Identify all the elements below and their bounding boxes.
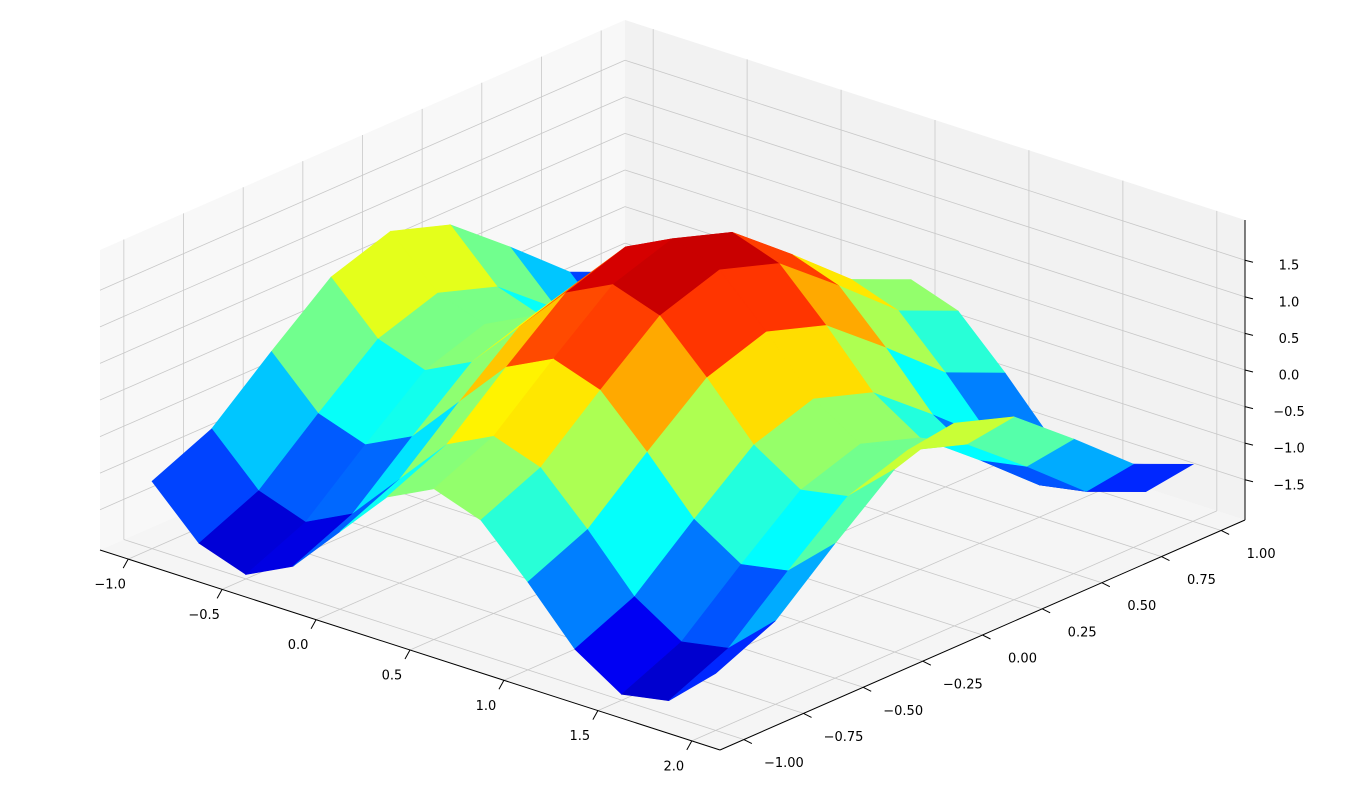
z-tick-label: −0.5 [1273, 405, 1305, 420]
y-tick-label: 0.00 [1008, 652, 1037, 667]
y-tick [1101, 582, 1111, 588]
y-tick-label: −0.25 [943, 678, 983, 693]
grid-line [624, 59, 1246, 261]
y-tick [1041, 608, 1051, 614]
y-tick-label: 0.50 [1127, 599, 1156, 614]
z-tick-label: 0.0 [1279, 369, 1300, 384]
z-tick-label: −1.0 [1273, 442, 1305, 457]
surface-patch [668, 620, 776, 701]
z-tick-label: 1.5 [1279, 259, 1300, 274]
z-tick-label: −1.5 [1273, 478, 1305, 493]
y-tick [1220, 530, 1230, 535]
y-tick-label: −0.75 [824, 730, 864, 745]
grid-line [123, 539, 744, 740]
z-tick-label: 1.0 [1279, 295, 1300, 310]
x-tick-label: 1.0 [476, 699, 497, 714]
y-tick-label: 0.25 [1068, 625, 1097, 640]
z-tick-label: 0.5 [1279, 332, 1300, 347]
x-tick-label: 0.5 [382, 669, 403, 684]
x-tick [686, 740, 693, 751]
y-tick [922, 660, 932, 666]
z-tick [1244, 332, 1254, 336]
grid-line [99, 59, 626, 291]
y-axis [719, 519, 1246, 751]
y-tick [743, 739, 753, 744]
x-tick-label: 2.0 [663, 759, 684, 774]
x-tick [498, 680, 505, 690]
z-tick [1244, 369, 1254, 373]
y-tick-label: 0.75 [1187, 573, 1216, 588]
x-tick [592, 710, 599, 720]
y-tick [982, 634, 991, 640]
grid-line [624, 96, 1246, 298]
z-tick [1244, 296, 1254, 300]
y-tick-label: −1.00 [764, 756, 804, 771]
y-tick [862, 686, 872, 692]
x-tick [122, 558, 129, 569]
x-tick-label: 0.0 [288, 638, 309, 653]
y-tick-label: −0.50 [883, 704, 923, 719]
y-tick [803, 712, 812, 718]
grid-line [624, 169, 1246, 371]
grid-line [99, 133, 626, 364]
z-tick [1244, 479, 1254, 483]
grid-line [624, 133, 1246, 334]
x-axis [99, 549, 721, 751]
z-tick [1244, 406, 1254, 410]
x-tick [310, 619, 317, 629]
x-tick [216, 589, 223, 599]
y-tick [1161, 556, 1170, 562]
y-tick-label: 1.00 [1247, 547, 1276, 562]
grid-line [99, 96, 626, 328]
z-tick [1244, 259, 1254, 263]
x-tick-label: 1.5 [570, 729, 591, 744]
x-tick [404, 649, 411, 660]
x-tick-label: −1.0 [94, 578, 126, 593]
x-tick-label: −0.5 [188, 608, 220, 623]
z-tick [1244, 442, 1254, 446]
